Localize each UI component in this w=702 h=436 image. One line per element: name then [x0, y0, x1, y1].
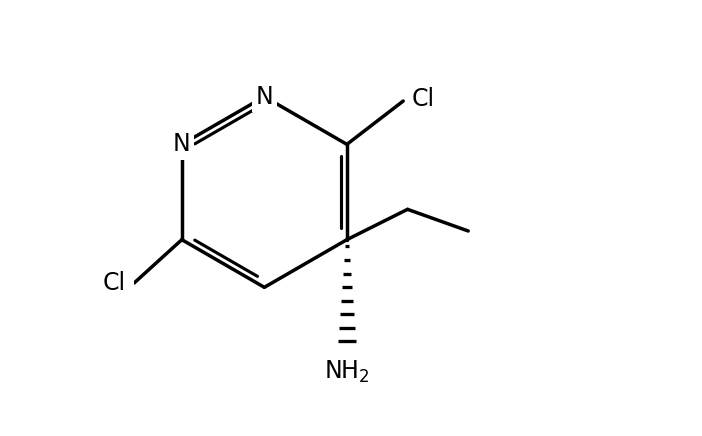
- Text: Cl: Cl: [412, 87, 435, 111]
- Text: N: N: [256, 85, 273, 109]
- Text: N: N: [173, 133, 191, 157]
- Text: Cl: Cl: [102, 271, 126, 295]
- Text: NH$_2$: NH$_2$: [324, 359, 370, 385]
